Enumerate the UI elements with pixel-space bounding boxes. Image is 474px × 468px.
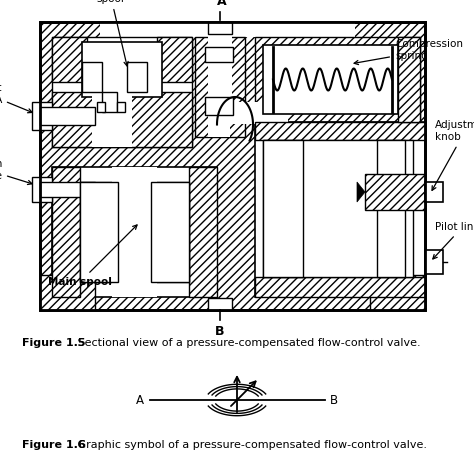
Bar: [370, 275, 425, 310]
Bar: [52, 167, 217, 297]
Text: B: B: [330, 394, 338, 407]
Bar: [40, 107, 95, 125]
Bar: [365, 174, 425, 210]
Polygon shape: [357, 182, 365, 202]
Bar: [82, 62, 102, 92]
Bar: [398, 37, 420, 122]
Text: Compensator
spool: Compensator spool: [75, 0, 145, 66]
Bar: [117, 102, 125, 112]
Bar: [157, 37, 192, 82]
Bar: [377, 140, 405, 277]
Bar: [97, 102, 105, 112]
Text: Figure 1.6: Figure 1.6: [22, 440, 86, 450]
Bar: [425, 250, 443, 274]
Bar: [195, 37, 245, 137]
Bar: [425, 182, 443, 202]
Bar: [263, 140, 303, 277]
Bar: [205, 47, 233, 62]
Bar: [52, 167, 80, 297]
Bar: [208, 298, 232, 310]
Bar: [112, 277, 157, 297]
Bar: [263, 140, 413, 277]
Bar: [208, 37, 230, 137]
Bar: [32, 102, 52, 130]
Text: Figure 1.5: Figure 1.5: [22, 338, 85, 348]
Text: A: A: [217, 0, 227, 8]
Text: Main spool: Main spool: [48, 225, 137, 287]
Bar: [127, 62, 147, 92]
Bar: [32, 177, 52, 202]
Bar: [208, 22, 232, 34]
Bar: [208, 34, 232, 114]
Bar: [92, 92, 132, 147]
Bar: [52, 37, 192, 147]
Bar: [189, 167, 217, 297]
Bar: [255, 277, 425, 297]
Bar: [112, 167, 157, 187]
Bar: [82, 42, 162, 97]
Text: B: B: [215, 325, 225, 338]
Bar: [40, 22, 425, 310]
Bar: [102, 92, 117, 112]
Bar: [151, 182, 189, 282]
Bar: [40, 22, 425, 310]
Bar: [52, 37, 87, 82]
Text: Sectional view of a pressure-compensated flow-control valve.: Sectional view of a pressure-compensated…: [74, 338, 420, 348]
Bar: [40, 275, 95, 310]
Bar: [263, 45, 398, 114]
Text: Pilot
line A: Pilot line A: [0, 83, 32, 113]
Text: Pilot line B: Pilot line B: [433, 222, 474, 259]
Bar: [255, 122, 425, 297]
Bar: [255, 122, 425, 140]
Text: Adjustment
knob: Adjustment knob: [432, 120, 474, 190]
Bar: [100, 22, 355, 37]
Text: A: A: [136, 394, 144, 407]
Bar: [255, 37, 420, 122]
Bar: [205, 97, 233, 115]
Bar: [80, 182, 118, 282]
Text: Drain
line: Drain line: [0, 159, 32, 184]
Bar: [40, 182, 95, 197]
Bar: [208, 102, 288, 124]
Bar: [52, 92, 192, 147]
Bar: [80, 182, 189, 282]
Text: Compression
spring: Compression spring: [354, 39, 463, 65]
Text: Graphic symbol of a pressure-compensated flow-control valve.: Graphic symbol of a pressure-compensated…: [74, 440, 427, 450]
